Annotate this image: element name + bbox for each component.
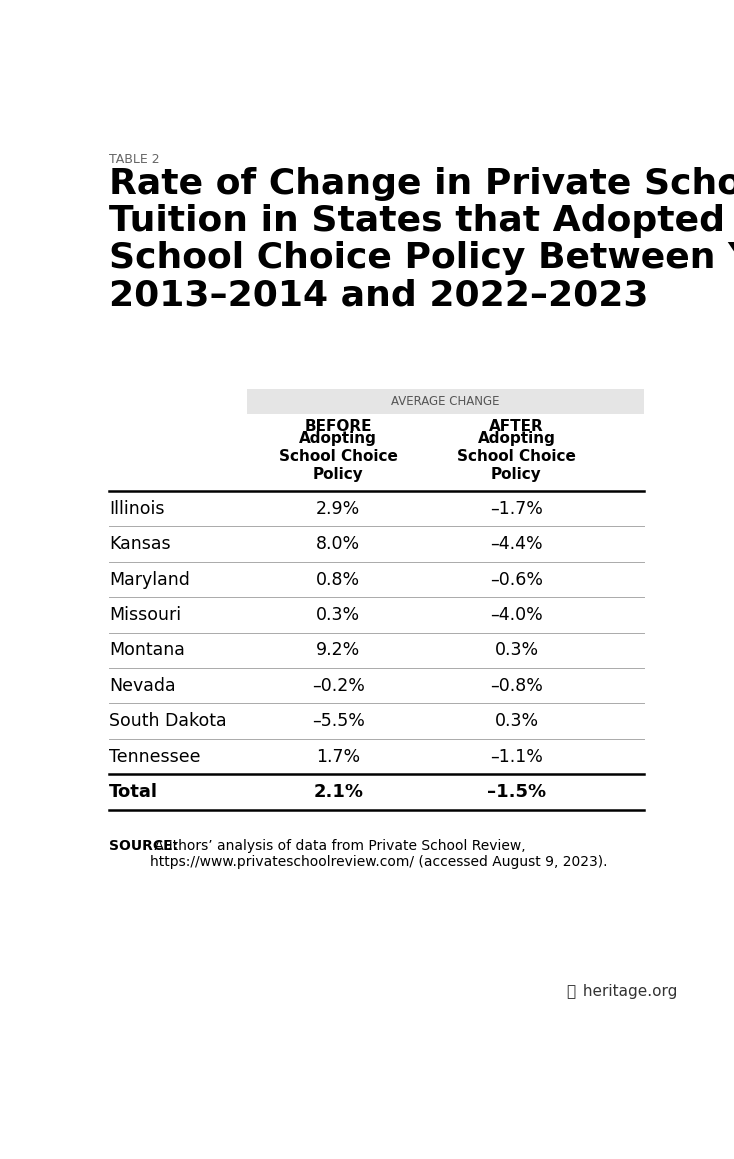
Text: 0.8%: 0.8%: [316, 570, 360, 589]
Text: –0.2%: –0.2%: [312, 677, 365, 694]
Text: AFTER: AFTER: [489, 418, 544, 433]
Text: BEFORE: BEFORE: [305, 418, 372, 433]
Text: 9.2%: 9.2%: [316, 641, 360, 659]
Text: Total: Total: [109, 783, 158, 801]
Text: –1.5%: –1.5%: [487, 783, 546, 801]
Text: Montana: Montana: [109, 641, 185, 659]
Text: 1.7%: 1.7%: [316, 748, 360, 766]
Text: TABLE 2: TABLE 2: [109, 153, 159, 166]
Text: –0.6%: –0.6%: [490, 570, 543, 589]
Text: ⛺: ⛺: [566, 984, 575, 999]
Text: Authors’ analysis of data from Private School Review,
https://www.privateschoolr: Authors’ analysis of data from Private S…: [150, 839, 607, 869]
Text: Illinois: Illinois: [109, 500, 164, 518]
Text: Kansas: Kansas: [109, 535, 170, 553]
Text: Missouri: Missouri: [109, 606, 181, 624]
Bar: [247, 389, 644, 414]
Text: 0.3%: 0.3%: [316, 606, 360, 624]
Text: Rate of Change in Private School
Tuition in States that Adopted a
School Choice : Rate of Change in Private School Tuition…: [109, 167, 734, 313]
Text: 0.3%: 0.3%: [495, 641, 539, 659]
Text: 8.0%: 8.0%: [316, 535, 360, 553]
Text: South Dakota: South Dakota: [109, 712, 226, 730]
Text: Tennessee: Tennessee: [109, 748, 200, 766]
Text: heritage.org: heritage.org: [578, 984, 677, 999]
Text: AVERAGE CHANGE: AVERAGE CHANGE: [391, 395, 499, 408]
Text: 2.1%: 2.1%: [313, 783, 363, 801]
Text: –5.5%: –5.5%: [312, 712, 365, 730]
Text: Maryland: Maryland: [109, 570, 189, 589]
Text: Adopting
School Choice
Policy: Adopting School Choice Policy: [279, 431, 398, 482]
Text: Adopting
School Choice
Policy: Adopting School Choice Policy: [457, 431, 576, 482]
Text: 0.3%: 0.3%: [495, 712, 539, 730]
Text: SOURCE:: SOURCE:: [109, 839, 178, 853]
Text: –4.4%: –4.4%: [490, 535, 542, 553]
Text: –1.1%: –1.1%: [490, 748, 543, 766]
Text: –4.0%: –4.0%: [490, 606, 543, 624]
Text: –1.7%: –1.7%: [490, 500, 543, 518]
Text: 2.9%: 2.9%: [316, 500, 360, 518]
Text: –0.8%: –0.8%: [490, 677, 543, 694]
Text: Nevada: Nevada: [109, 677, 175, 694]
